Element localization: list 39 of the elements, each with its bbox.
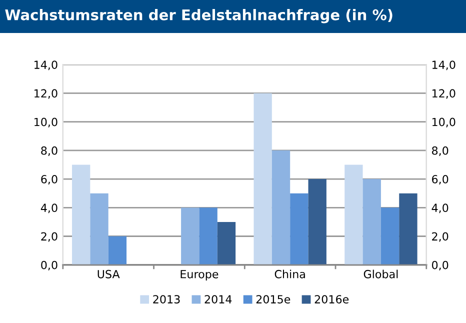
bar bbox=[72, 164, 90, 265]
y2-tick-label: 0,0 bbox=[432, 260, 448, 270]
legend-label: 2013 bbox=[153, 295, 180, 304]
y2-tick-label: 14,0 bbox=[432, 60, 456, 70]
bar bbox=[254, 93, 272, 265]
bar bbox=[399, 193, 418, 265]
x-tick-label: Global bbox=[364, 270, 398, 278]
x-tick-label: Europe bbox=[180, 270, 218, 280]
chart-title: Wachstumsraten der Edelstahlnachfrage (in %) bbox=[5, 9, 392, 24]
bar bbox=[380, 208, 400, 265]
y-tick-label: 8,0 bbox=[41, 146, 58, 156]
bar bbox=[272, 150, 290, 265]
bar bbox=[199, 208, 218, 265]
bar bbox=[108, 236, 127, 265]
x-tick-label: China bbox=[274, 270, 305, 278]
y-tick-label: 10,0 bbox=[34, 118, 58, 128]
y2-tick-label: 8,0 bbox=[432, 146, 448, 156]
y-tick-label: 12,0 bbox=[34, 89, 58, 99]
bar bbox=[344, 164, 363, 265]
y2-tick-label: 6,0 bbox=[432, 175, 448, 185]
bar bbox=[181, 208, 200, 265]
y2-tick-label: 4,0 bbox=[432, 204, 448, 214]
y2-tick-label: 12,0 bbox=[432, 89, 456, 99]
bar bbox=[217, 222, 236, 265]
legend-label: 2015e bbox=[256, 295, 290, 304]
y-tick-label: 0,0 bbox=[41, 260, 58, 270]
x-tick-label: USA bbox=[98, 270, 120, 278]
legend-label: 2016e bbox=[314, 295, 349, 304]
y2-tick-label: 10,0 bbox=[432, 118, 456, 128]
y2-tick-label: 2,0 bbox=[432, 232, 448, 242]
y-tick-label: 14,0 bbox=[34, 60, 58, 70]
y-tick-label: 2,0 bbox=[41, 232, 58, 242]
y-tick-label: 6,0 bbox=[41, 175, 58, 185]
legend-label: 2014 bbox=[204, 295, 232, 304]
bar bbox=[362, 179, 381, 265]
bar bbox=[290, 193, 308, 265]
bar bbox=[308, 179, 326, 265]
y-tick-label: 4,0 bbox=[40, 204, 58, 214]
bar bbox=[90, 193, 108, 265]
